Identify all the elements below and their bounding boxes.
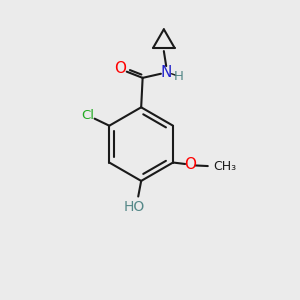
Text: O: O [114, 61, 126, 76]
Text: O: O [184, 158, 196, 172]
Text: Cl: Cl [82, 109, 94, 122]
Text: N: N [160, 65, 172, 80]
Text: H: H [174, 70, 184, 83]
Text: HO: HO [123, 200, 144, 214]
Text: CH₃: CH₃ [213, 160, 236, 173]
